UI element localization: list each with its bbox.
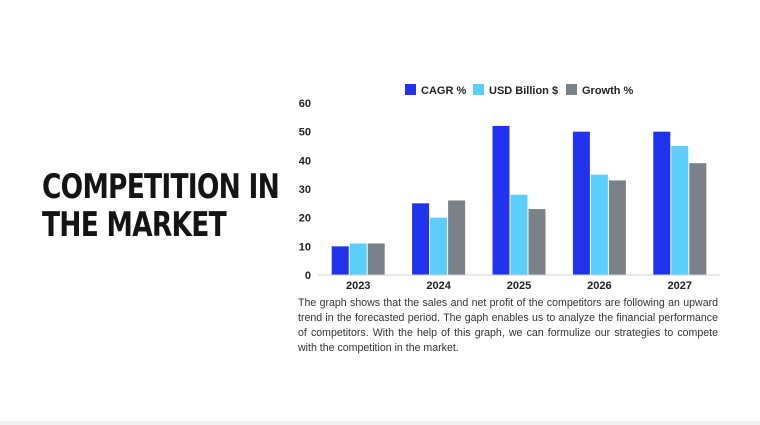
x-tick-label: 2025: [507, 280, 531, 292]
bar-2025-cagr: [492, 125, 510, 275]
x-tick-label: 2023: [346, 280, 370, 292]
bar-2023-growth: [367, 243, 385, 275]
legend-swatch-1: [473, 84, 484, 95]
bar-2027-growth: [689, 163, 707, 275]
bottom-divider: [0, 421, 760, 425]
bar-2027-usd-billion: [671, 146, 689, 275]
bar-2023-usd-billion: [349, 243, 367, 275]
legend-label-0: CAGR %: [421, 85, 466, 97]
y-tick-label: 10: [299, 241, 311, 253]
bar-2024-cagr: [412, 203, 430, 275]
y-tick-label: 20: [299, 213, 311, 225]
slide-title: COMPETITION IN THE MARKET: [42, 167, 280, 245]
legend-label-2: Growth %: [582, 85, 634, 97]
chart-description: The graph shows that the sales and net p…: [298, 297, 718, 354]
legend-swatch-2: [566, 84, 577, 95]
slide-title-line-1: COMPETITION IN: [42, 167, 280, 207]
y-tick-label: 40: [299, 155, 311, 167]
x-tick-label: 2026: [587, 280, 611, 292]
bar-2026-growth: [608, 180, 626, 275]
legend-label-1: USD Billion $: [489, 85, 558, 97]
bar-2026-cagr: [572, 131, 590, 275]
bar-2025-growth: [528, 209, 546, 275]
y-tick-label: 0: [305, 270, 311, 282]
bar-2024-usd-billion: [430, 217, 448, 275]
bar-2025-usd-billion: [510, 194, 528, 275]
y-tick-label: 50: [299, 127, 311, 139]
x-tick-label: 2024: [426, 280, 451, 292]
y-tick-label: 30: [299, 184, 311, 196]
y-tick-label: 60: [299, 98, 311, 110]
slide-title-line-2: THE MARKET: [42, 205, 227, 245]
bar-2024-growth: [448, 200, 466, 275]
bar-2023-cagr: [331, 246, 349, 275]
bar-2027-cagr: [653, 131, 671, 275]
bar-2026-usd-billion: [590, 174, 608, 275]
bar-chart: 0 10 20 30 40 50 60 2023 2024 2025 2026 2027 CAGR % U…: [299, 84, 720, 292]
x-tick-label: 2027: [668, 280, 692, 292]
legend-swatch-0: [405, 84, 416, 95]
